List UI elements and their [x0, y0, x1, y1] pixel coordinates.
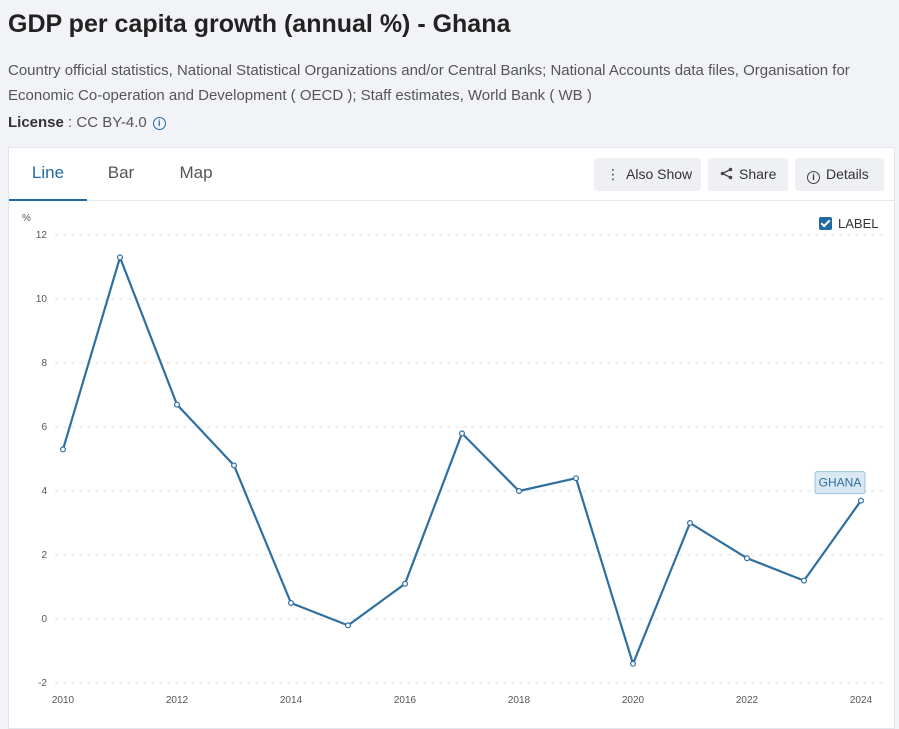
data-sources: Country official statistics, National St…: [8, 62, 850, 104]
tab-line[interactable]: Line: [9, 148, 87, 201]
data-point: [288, 600, 295, 607]
x-tick-label: 2012: [166, 695, 189, 706]
license-line: License : CC BY-4.0 i: [8, 112, 166, 134]
x-tick-label: 2014: [280, 695, 303, 706]
y-tick-label: 2: [41, 550, 47, 561]
license-label: License: [8, 114, 64, 131]
data-point: [345, 622, 352, 629]
data-point: [516, 488, 523, 495]
series-end-label: GHANA: [819, 476, 862, 490]
data-point: [459, 430, 466, 437]
share-label: Share: [739, 166, 777, 182]
series-line: [61, 256, 862, 665]
data-point: [629, 660, 636, 667]
license-value: CC BY-4.0: [76, 114, 147, 131]
data-point: [231, 462, 238, 469]
label-toggle-text: LABEL: [838, 216, 879, 231]
series-end-label-box: [814, 471, 866, 495]
x-tick-label: 2022: [736, 695, 759, 706]
data-point: [800, 577, 807, 584]
checkbox-icon[interactable]: [819, 217, 832, 230]
also-show-label: Also Show: [626, 166, 693, 182]
y-tick-label: 0: [41, 614, 47, 625]
y-tick-label: 6: [41, 422, 47, 433]
x-tick-label: 2024: [850, 695, 873, 706]
data-point: [686, 520, 693, 527]
details-info-icon: i: [807, 171, 820, 184]
y-tick-label: 12: [36, 230, 48, 241]
y-axis-unit-label: %: [22, 213, 31, 224]
page-title: GDP per capita growth (annual %) - Ghana: [8, 10, 511, 38]
data-point: [116, 254, 123, 261]
line-chart: % -2 0 2 4 6 8 10 12 2010 2012 2014 2016 2018 2020 2022…: [22, 213, 885, 706]
also-show-button[interactable]: ⋮ Also Show: [594, 158, 701, 191]
share-button[interactable]: Share: [708, 158, 788, 191]
data-point: [743, 555, 750, 562]
data-point: [59, 446, 66, 453]
data-point: [572, 475, 579, 482]
data-point: [857, 497, 864, 504]
y-tick-label: 8: [41, 358, 47, 369]
x-tick-label: 2018: [508, 695, 531, 706]
chart-tab-bar: Line Bar Map ⋮ Also Show Share i Details: [9, 148, 894, 201]
x-tick-label: 2020: [622, 695, 645, 706]
details-button[interactable]: i Details: [795, 158, 884, 191]
tab-map[interactable]: Map: [179, 163, 213, 182]
data-point: [174, 401, 181, 408]
y-tick-label: 4: [41, 486, 47, 497]
info-icon[interactable]: i: [152, 117, 166, 130]
data-point: [402, 580, 409, 587]
license-separator: :: [63, 114, 77, 131]
share-icon: [720, 158, 733, 191]
more-vertical-icon: ⋮: [606, 166, 620, 182]
x-tick-label: 2016: [394, 695, 417, 706]
label-toggle[interactable]: LABEL: [819, 216, 878, 232]
tab-bar[interactable]: Bar: [107, 163, 135, 182]
details-label: Details: [826, 166, 869, 182]
y-tick-label: -2: [38, 678, 47, 689]
x-tick-label: 2010: [52, 695, 75, 706]
y-tick-label: 10: [36, 294, 48, 305]
chart-panel: Line Bar Map ⋮ Also Show Share i Details L…: [8, 147, 895, 729]
